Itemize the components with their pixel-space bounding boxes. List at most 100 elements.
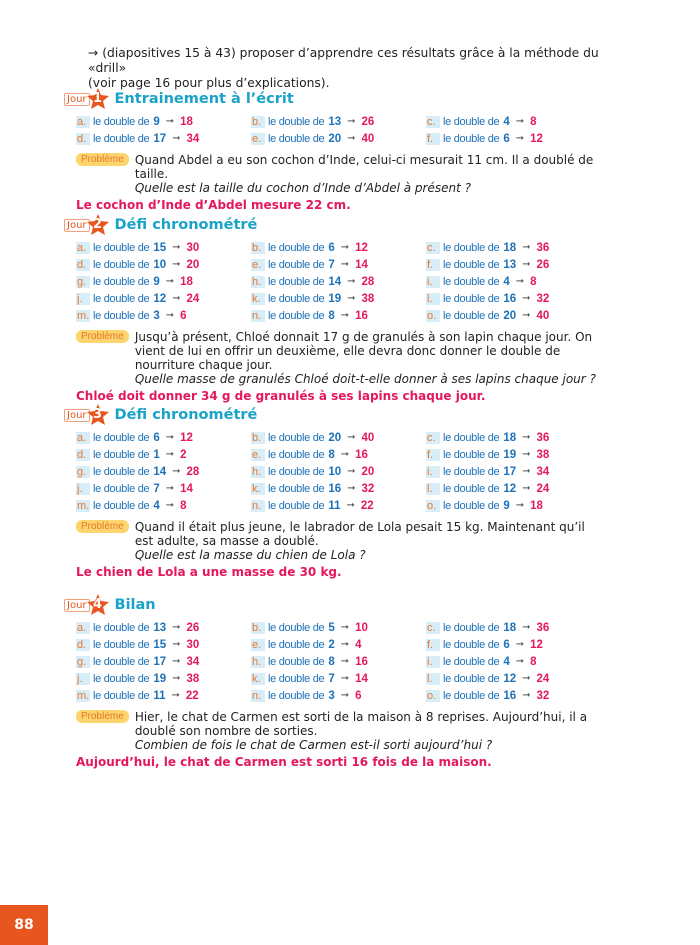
item-label: le double de	[93, 431, 150, 444]
item-result: 10	[355, 621, 368, 634]
item-label: le double de	[443, 689, 500, 702]
exercise-item: b. le double de 13 ➞ 26	[251, 113, 426, 130]
item-number: 19	[328, 292, 342, 305]
item-letter: m.	[76, 309, 90, 322]
arrow-icon: ➞	[346, 500, 355, 511]
item-result: 36	[536, 431, 550, 444]
intro-text: → (diapositives 15 à 43) proposer d’appr…	[88, 46, 599, 90]
item-result: 14	[355, 258, 368, 271]
item-number: 4	[503, 275, 510, 288]
item-letter: e.	[251, 258, 265, 271]
item-letter: a.	[76, 115, 90, 128]
item-result: 14	[180, 482, 193, 495]
problem-answer: Aujourd’hui, le chat de Carmen est sorti…	[76, 755, 492, 769]
item-label: le double de	[268, 132, 325, 145]
star-icon: 3	[86, 404, 109, 426]
item-label: le double de	[93, 482, 150, 495]
item-label: le double de	[93, 638, 150, 651]
exercise-item: i. le double de 17 ➞ 34	[426, 463, 601, 480]
arrow-icon: ➞	[171, 690, 180, 701]
problem-text: Quand il était plus jeune, le labrador d…	[134, 520, 585, 548]
item-letter: e.	[251, 132, 265, 145]
item-letter: f.	[426, 132, 440, 145]
arrow-icon: ➞	[165, 500, 175, 511]
exercise-item: l. le double de 12 ➞ 24	[426, 670, 601, 687]
item-label: le double de	[443, 115, 500, 128]
item-label: le double de	[93, 465, 150, 478]
exercise-item: j. le double de 19 ➞ 38	[76, 670, 251, 687]
exercise-item: j. le double de 7 ➞ 14	[76, 480, 251, 497]
item-number: 4	[503, 655, 510, 668]
item-number: 18	[503, 431, 517, 444]
item-label: le double de	[443, 258, 500, 271]
item-label: le double de	[268, 499, 325, 512]
problem: Problème Hier, le chat de Carmen est sort…	[76, 710, 624, 752]
item-number: 17	[153, 655, 167, 668]
exercise-item: g. le double de 17 ➞ 34	[76, 653, 251, 670]
arrow-icon: ➞	[515, 639, 525, 650]
item-letter: d.	[76, 638, 90, 651]
jour-label: Jour	[64, 92, 90, 106]
problem: Problème Quand il était plus jeune, le la…	[76, 520, 624, 562]
item-letter: n.	[251, 309, 265, 322]
arrow-icon: ➞	[165, 432, 175, 443]
item-result: 36	[536, 621, 550, 634]
item-result: 18	[180, 115, 193, 128]
arrow-icon: ➞	[172, 622, 181, 633]
item-result: 28	[361, 275, 375, 288]
exercise-item: e. le double de 2 ➞ 4	[251, 636, 426, 653]
arrow-icon: ➞	[340, 310, 350, 321]
item-letter: k.	[251, 292, 265, 305]
item-label: le double de	[268, 258, 325, 271]
exercise-item: a. le double de 15 ➞ 30	[76, 239, 251, 256]
item-letter: e.	[251, 448, 265, 461]
item-letter: i.	[426, 655, 440, 668]
arrow-icon: ➞	[515, 656, 525, 667]
item-number: 20	[328, 431, 342, 444]
exercise-item: l. le double de 12 ➞ 24	[426, 480, 601, 497]
arrow-icon: ➞	[522, 293, 531, 304]
item-letter: k.	[251, 482, 265, 495]
exercise-item: e. le double de 8 ➞ 16	[251, 446, 426, 463]
item-label: le double de	[443, 672, 500, 685]
exercise-item: i. le double de 4 ➞ 8	[426, 273, 601, 290]
item-result: 20	[186, 258, 200, 271]
arrow-icon: ➞	[522, 622, 531, 633]
item-letter: b.	[251, 241, 265, 254]
exercise-item: f. le double de 19 ➞ 38	[426, 446, 601, 463]
item-number: 11	[153, 689, 166, 702]
item-number: 9	[503, 499, 510, 512]
exercise-item: k. le double de 16 ➞ 32	[251, 480, 426, 497]
item-number: 17	[153, 132, 167, 145]
item-label: le double de	[93, 672, 150, 685]
arrow-icon: ➞	[172, 259, 181, 270]
exercise-item: e. le double de 20 ➞ 40	[251, 130, 426, 147]
exercise-item: m. le double de 11 ➞ 22	[76, 687, 251, 704]
exercise-item: c. le double de 4 ➞ 8	[426, 113, 601, 130]
exercise-item: b. le double de 6 ➞ 12	[251, 239, 426, 256]
exercise-item: c. le double de 18 ➞ 36	[426, 619, 601, 636]
arrow-icon: ➞	[522, 310, 531, 321]
day-section: Jour 1 Entrainement à l’écrit a. le double…	[64, 88, 624, 212]
jour-label: Jour	[64, 408, 90, 422]
item-label: le double de	[443, 309, 500, 322]
item-label: le double de	[268, 465, 325, 478]
item-number: 8	[328, 655, 335, 668]
item-letter: f.	[426, 448, 440, 461]
item-number: 18	[503, 241, 517, 254]
item-result: 6	[180, 309, 187, 322]
item-number: 7	[153, 482, 160, 495]
item-result: 14	[355, 672, 368, 685]
item-letter: c.	[426, 115, 440, 128]
exercise-item: h. le double de 14 ➞ 28	[251, 273, 426, 290]
item-letter: c.	[426, 431, 440, 444]
arrow-icon: ➞	[340, 622, 350, 633]
item-number: 5	[328, 621, 335, 634]
item-label: le double de	[443, 431, 500, 444]
item-number: 18	[503, 621, 517, 634]
arrow-icon: ➞	[165, 449, 175, 460]
item-number: 6	[328, 241, 335, 254]
problem-question: Quelle est la taille du cochon d’Inde d’…	[134, 181, 471, 195]
item-label: le double de	[268, 275, 325, 288]
star-icon: 2	[86, 214, 109, 236]
